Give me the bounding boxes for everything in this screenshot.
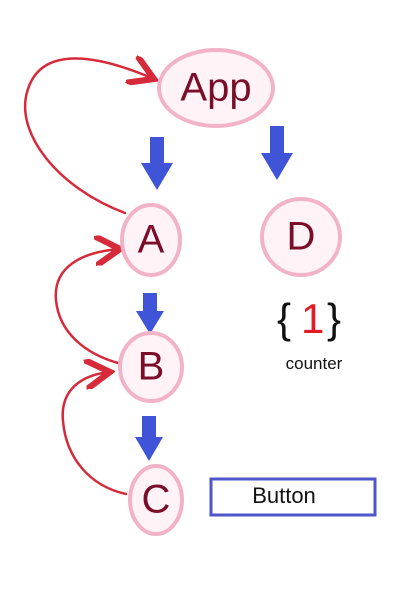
node-d: D [260, 197, 342, 277]
counter-close-brace: } [327, 295, 341, 342]
node-c-ellipse [128, 464, 184, 536]
counter-label: counter [286, 354, 343, 373]
button-box[interactable] [209, 477, 377, 517]
down-arrow-app-to-a [141, 137, 173, 190]
counter-open-brace: { [277, 295, 291, 342]
counter-value: 1 [301, 295, 324, 342]
counter-state: { 1 } counter [277, 295, 343, 373]
down-arrow-b-to-c [135, 416, 163, 461]
node-b-label: B [138, 345, 165, 389]
down-arrow-a-to-b [136, 293, 164, 334]
diagram-button[interactable]: Button [209, 477, 377, 517]
node-a: A [120, 203, 182, 277]
node-a-ellipse [120, 203, 182, 277]
node-b-ellipse [118, 331, 184, 403]
node-app-label: App [180, 66, 251, 110]
return-arrow-c-to-b [61, 372, 128, 496]
return-arrow-b-to-a [54, 249, 120, 365]
node-b: B [118, 331, 184, 403]
node-a-label: A [138, 218, 165, 262]
node-app: App [157, 48, 275, 128]
node-c: C [128, 464, 184, 536]
button-label: Button [252, 483, 316, 508]
node-app-ellipse [157, 48, 275, 128]
node-d-ellipse [260, 197, 342, 277]
down-arrow-app-to-d [261, 126, 293, 180]
node-d-label: D [287, 215, 316, 259]
return-arrow-a-to-app [23, 58, 154, 215]
node-c-label: C [142, 478, 171, 522]
